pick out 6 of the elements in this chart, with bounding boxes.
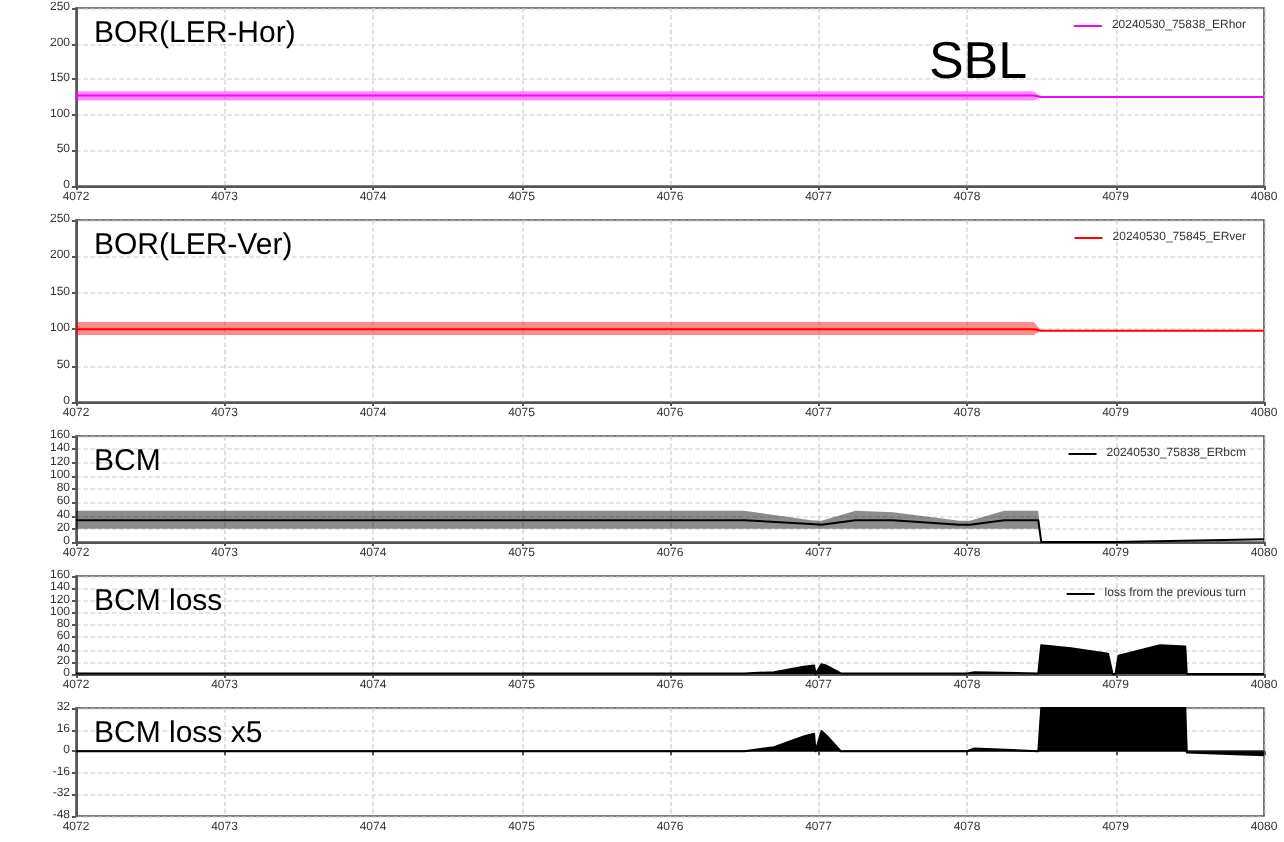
chart-title: BCM loss x5	[94, 716, 263, 750]
chart-title: BOR(LER-Hor)	[94, 16, 296, 50]
chart-title: BCM loss	[94, 584, 223, 618]
annotation: SBL	[928, 29, 1028, 90]
chart-title: BCM	[94, 444, 161, 478]
chart-title: BOR(LER-Ver)	[94, 228, 293, 262]
